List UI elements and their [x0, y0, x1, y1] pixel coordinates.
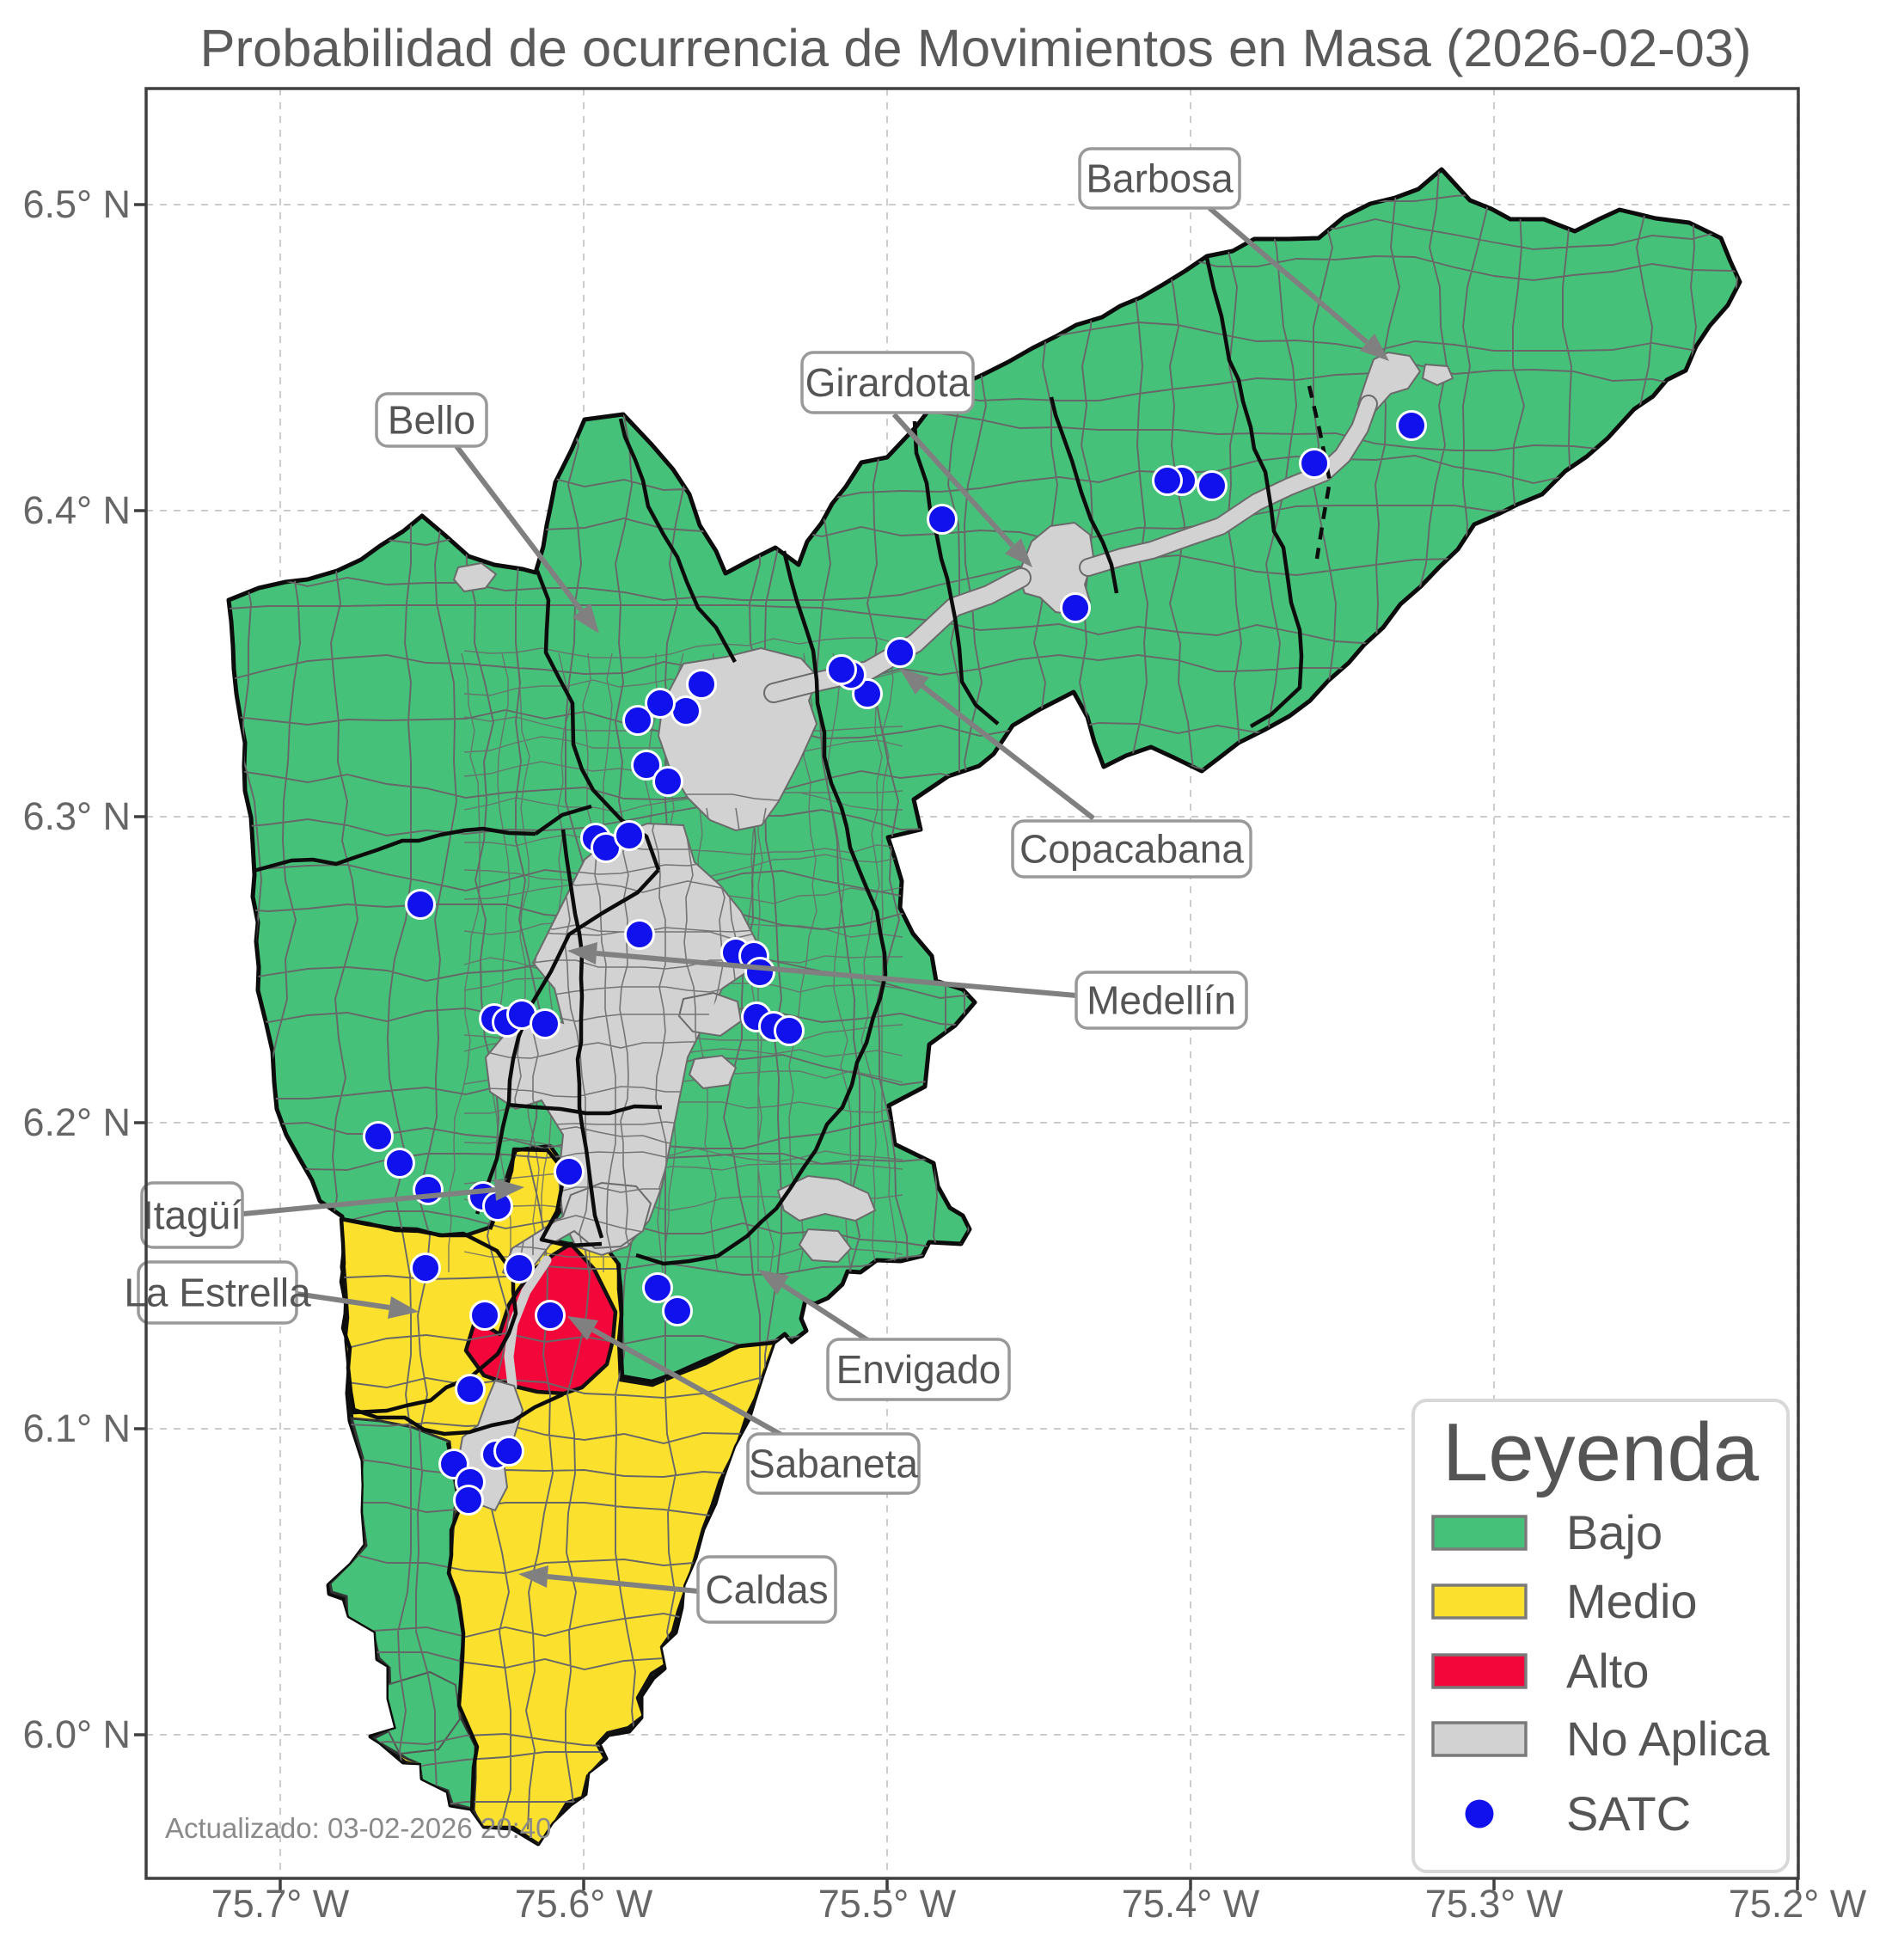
svg-text:Probabilidad de ocurrencia de: Probabilidad de ocurrencia de Movimiento… — [199, 19, 1751, 78]
svg-text:SATC: SATC — [1566, 1786, 1691, 1841]
svg-text:Itagüí: Itagüí — [143, 1193, 242, 1238]
svg-text:Medellín: Medellín — [1087, 978, 1236, 1023]
svg-text:La Estrella: La Estrella — [124, 1271, 311, 1315]
svg-text:75.6° W: 75.6° W — [515, 1882, 653, 1926]
svg-text:6.0° N: 6.0° N — [22, 1712, 131, 1756]
svg-text:Leyenda: Leyenda — [1442, 1406, 1760, 1498]
svg-text:Alto: Alto — [1566, 1644, 1650, 1698]
svg-text:Barbosa: Barbosa — [1086, 156, 1234, 201]
svg-text:75.3° W: 75.3° W — [1425, 1882, 1564, 1926]
svg-text:Sabaneta: Sabaneta — [749, 1442, 918, 1486]
svg-text:75.5° W: 75.5° W — [818, 1882, 957, 1926]
svg-text:Actualizado: 03-02-2026 20:40: Actualizado: 03-02-2026 20:40 — [165, 1812, 552, 1844]
svg-text:75.2° W: 75.2° W — [1729, 1882, 1867, 1926]
svg-text:Copacabana: Copacabana — [1019, 827, 1244, 872]
svg-text:6.3° N: 6.3° N — [22, 794, 131, 838]
svg-text:6.4° N: 6.4° N — [22, 488, 131, 532]
svg-text:6.5° N: 6.5° N — [22, 182, 131, 226]
svg-text:Bajo: Bajo — [1566, 1505, 1662, 1559]
svg-text:6.1° N: 6.1° N — [22, 1406, 131, 1450]
svg-text:75.7° W: 75.7° W — [211, 1882, 350, 1926]
svg-text:Girardota: Girardota — [805, 360, 970, 405]
svg-text:6.2° N: 6.2° N — [22, 1100, 131, 1144]
svg-text:No Aplica: No Aplica — [1566, 1712, 1770, 1766]
svg-text:Caldas: Caldas — [705, 1567, 828, 1612]
svg-text:Envigado: Envigado — [836, 1347, 1001, 1392]
svg-text:75.4° W: 75.4° W — [1122, 1882, 1260, 1926]
svg-text:Medio: Medio — [1566, 1574, 1698, 1628]
svg-text:Bello: Bello — [388, 398, 475, 443]
